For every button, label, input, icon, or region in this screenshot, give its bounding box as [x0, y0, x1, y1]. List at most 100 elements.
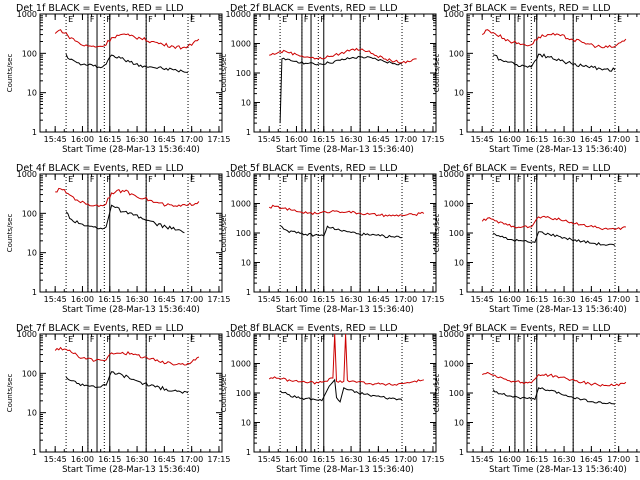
flag-label: E: [495, 15, 500, 24]
flag-label: F: [304, 335, 309, 344]
x-tick-label: 17:00: [607, 135, 630, 144]
y-tick-label: 10: [241, 99, 251, 108]
y-tick-label: 1000: [444, 200, 464, 209]
flag-label: E: [190, 175, 195, 184]
flag-label: E: [190, 335, 195, 344]
x-tick-label: 17:00: [180, 455, 203, 464]
x-tick-label: 17:00: [607, 455, 630, 464]
flag-label: F: [575, 335, 580, 344]
y-tick-label: 1: [32, 448, 37, 457]
flag-label: E: [617, 175, 622, 184]
plot-frame: [466, 333, 640, 453]
flag-label: F: [148, 15, 153, 24]
flag-label: F: [320, 335, 325, 344]
x-tick-label: 17:15: [207, 135, 230, 144]
flag-label: F: [90, 15, 95, 24]
series-lld-line: [268, 204, 425, 218]
x-tick-label: 17:15: [421, 295, 444, 304]
x-tick-label: 16:00: [498, 455, 521, 464]
x-tick-label: 16:15: [525, 455, 548, 464]
flag-label: F: [362, 15, 367, 24]
flag-label: F: [90, 175, 95, 184]
x-tick-label: 17:00: [607, 295, 630, 304]
x-tick-label: 16:15: [312, 455, 335, 464]
x-tick-label: 16:15: [525, 135, 548, 144]
x-tick-label: 16:30: [126, 455, 149, 464]
y-tick-label: 1: [459, 288, 464, 297]
y-tick-label: 100: [449, 229, 464, 238]
series-events-line: [65, 53, 189, 74]
flag-label: F: [304, 15, 309, 24]
flag-label: E: [282, 175, 287, 184]
x-tick-label: 16:15: [98, 135, 121, 144]
flag-label: E: [617, 15, 622, 24]
x-tick-label: 17:15: [421, 455, 444, 464]
series-events-line: [279, 225, 402, 239]
flag-label: F: [517, 335, 522, 344]
x-tick-label: 16:15: [98, 455, 121, 464]
series-events-line: [492, 231, 616, 246]
y-tick-label: 10: [27, 409, 37, 418]
y-tick-label: 1: [32, 288, 37, 297]
flag-label: F: [517, 175, 522, 184]
x-tick-label: 17:15: [634, 455, 640, 464]
x-axis-label: Start Time (28-Mar-13 15:36:40): [489, 145, 627, 155]
y-tick-label: 1: [459, 128, 464, 137]
x-tick-label: 16:45: [580, 455, 603, 464]
y-tick-label: 10: [454, 419, 464, 428]
y-axis-label: Counts/sec: [6, 54, 14, 93]
x-tick-label: 16:00: [285, 135, 308, 144]
chart-title: Det 3f BLACK = Events, RED = LLD: [443, 3, 611, 14]
x-tick-label: 15:45: [44, 135, 67, 144]
flag-label: E: [282, 15, 287, 24]
x-tick-label: 16:30: [340, 135, 363, 144]
y-tick-label: 1: [246, 448, 251, 457]
series-events-line: [493, 53, 616, 72]
x-tick-label: 16:30: [553, 455, 576, 464]
x-tick-label: 17:15: [207, 455, 230, 464]
y-tick-label: 1000: [231, 360, 251, 369]
flag-label: E: [68, 15, 73, 24]
y-tick-label: 10: [27, 249, 37, 258]
flag-label: F: [533, 15, 538, 24]
series-lld-line: [268, 333, 425, 386]
x-tick-label: 16:00: [71, 455, 94, 464]
plot-frame: [253, 173, 437, 293]
y-tick-label: 1000: [231, 200, 251, 209]
y-axis-label: Counts/sec: [6, 374, 14, 413]
flag-label: E: [617, 335, 622, 344]
flag-label: F: [106, 175, 111, 184]
flag-label: E: [282, 335, 287, 344]
x-tick-label: 16:15: [312, 295, 335, 304]
series-lld-line: [55, 187, 200, 208]
flag-label: F: [148, 335, 153, 344]
x-axis-label: Start Time (28-Mar-13 15:36:40): [489, 465, 627, 475]
y-tick-label: 1000: [444, 10, 464, 19]
flag-label: F: [106, 15, 111, 24]
y-tick-label: 1: [246, 128, 251, 137]
x-tick-label: 16:00: [498, 135, 521, 144]
flag-label: E: [404, 175, 409, 184]
x-tick-label: 16:15: [98, 295, 121, 304]
series-events-line: [65, 204, 185, 234]
x-tick-label: 16:45: [580, 135, 603, 144]
x-tick-label: 15:45: [44, 455, 67, 464]
y-tick-label: 100: [449, 389, 464, 398]
x-tick-label: 15:45: [258, 135, 281, 144]
plot-frame: [39, 173, 223, 293]
y-tick-label: 10: [454, 259, 464, 268]
series-events-line: [492, 387, 616, 405]
x-tick-label: 15:45: [44, 295, 67, 304]
x-tick-label: 15:45: [471, 295, 494, 304]
plot-frame: [466, 173, 640, 293]
flag-label: F: [533, 175, 538, 184]
y-tick-label: 100: [236, 389, 251, 398]
y-tick-label: 10000: [226, 10, 251, 19]
x-tick-label: 16:30: [553, 295, 576, 304]
y-tick-label: 10: [241, 259, 251, 268]
